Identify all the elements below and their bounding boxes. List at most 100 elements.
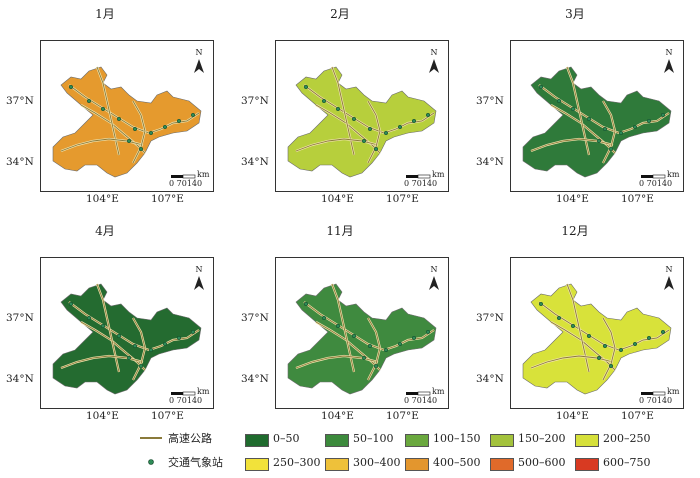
- scale-unit: km: [667, 387, 680, 396]
- scale-unit: km: [432, 170, 445, 179]
- highway-line-icon: [140, 437, 162, 439]
- legend-class-item: 0–50: [245, 432, 325, 447]
- highway-line: [550, 321, 616, 371]
- highway-line: [80, 104, 146, 154]
- longitude-tick-label: 107°E: [386, 410, 419, 422]
- north-arrow-icon: [194, 59, 204, 73]
- station-marker: [602, 343, 608, 349]
- legend-class-item: 250–300: [245, 456, 325, 471]
- station-marker: [190, 112, 196, 118]
- station-marker: [68, 301, 74, 307]
- highway-line: [367, 100, 381, 164]
- station-marker: [411, 335, 417, 341]
- latitude-tick-label: 37°N: [476, 95, 504, 107]
- station-marker: [397, 124, 403, 130]
- station-marker: [596, 138, 602, 144]
- scale-bar-light: [652, 174, 666, 179]
- scale-unit: km: [197, 387, 210, 396]
- station-marker: [632, 341, 638, 347]
- legend-highway: 高速公路: [140, 431, 300, 445]
- north-label: N: [665, 48, 673, 57]
- scale-bar-light: [417, 174, 431, 179]
- scale-bar-dark: [171, 175, 183, 178]
- legend-class-swatch: [405, 434, 429, 447]
- scale-unit: km: [432, 387, 445, 396]
- station-marker: [335, 106, 341, 112]
- longitude-tick-label: 107°E: [621, 193, 654, 205]
- legend-class-label: 400–500: [433, 456, 481, 469]
- scale-bar-dark: [641, 175, 653, 178]
- station-marker: [596, 355, 602, 361]
- highway-line: [367, 317, 381, 381]
- station-marker: [148, 130, 154, 136]
- station-marker: [190, 329, 196, 335]
- north-label: N: [665, 265, 673, 274]
- legend-station: 交通气象站: [140, 455, 300, 469]
- legend-class-swatch: [325, 458, 349, 471]
- north-arrow-icon: [429, 59, 439, 73]
- scale-bar-light: [182, 391, 196, 396]
- longitude-tick-label: 107°E: [151, 193, 184, 205]
- station-marker: [116, 116, 122, 122]
- station-marker: [383, 130, 389, 136]
- station-marker: [116, 333, 122, 339]
- legend-class-swatch: [325, 434, 349, 447]
- scale-labels: 0 70140: [404, 179, 438, 188]
- station-marker: [373, 363, 379, 369]
- latitude-tick-label: 34°N: [241, 373, 269, 385]
- north-arrow-icon: [194, 276, 204, 290]
- legend-class-item: 300–400: [325, 456, 405, 471]
- station-marker: [361, 138, 367, 144]
- north-arrow-icon: [429, 276, 439, 290]
- legend-class-label: 200–250: [603, 432, 651, 445]
- panel-title: 12月: [561, 224, 589, 238]
- longitude-tick-label: 104°E: [321, 410, 354, 422]
- station-marker: [86, 98, 92, 104]
- longitude-tick-label: 107°E: [386, 193, 419, 205]
- latitude-tick-label: 34°N: [476, 156, 504, 168]
- latitude-tick-label: 37°N: [6, 95, 34, 107]
- north-arrow-icon: [664, 276, 674, 290]
- longitude-tick-label: 104°E: [556, 193, 589, 205]
- station-marker: [303, 84, 309, 90]
- legend-class-item: 200–250: [575, 432, 655, 447]
- station-marker: [162, 124, 168, 130]
- north-label: N: [195, 265, 203, 274]
- scale-unit: km: [667, 170, 680, 179]
- station-marker: [538, 301, 544, 307]
- station-marker: [646, 335, 652, 341]
- longitude-tick-label: 104°E: [86, 193, 119, 205]
- scale-labels: 0 70140: [639, 179, 673, 188]
- latitude-tick-label: 34°N: [6, 156, 34, 168]
- legend-class-swatch: [245, 434, 269, 447]
- region-map: [287, 59, 439, 179]
- legend-class-item: 600–750: [575, 456, 655, 471]
- region-map: [522, 59, 674, 179]
- legend-class-swatch: [405, 458, 429, 471]
- station-marker: [556, 98, 562, 104]
- legend-class-swatch: [490, 434, 514, 447]
- highway-line: [315, 321, 381, 371]
- scale-bar-light: [182, 174, 196, 179]
- scale-bar-light: [417, 391, 431, 396]
- station-marker: [176, 335, 182, 341]
- station-marker: [126, 355, 132, 361]
- station-marker: [100, 323, 106, 329]
- legend-class-swatch: [490, 458, 514, 471]
- station-marker: [303, 301, 309, 307]
- station-marker: [367, 343, 373, 349]
- legend-class-item: 150–200: [490, 432, 570, 447]
- legend-class-item: 500–600: [490, 456, 570, 471]
- map-legend: 高速公路 交通气象站 0–50 50–100 100–150 150–200 200–2…: [0, 425, 700, 478]
- station-marker: [351, 333, 357, 339]
- legend-class-label: 250–300: [273, 456, 321, 469]
- panel-title: 3月: [565, 7, 585, 21]
- station-marker: [68, 84, 74, 90]
- longitude-tick-label: 107°E: [621, 410, 654, 422]
- station-marker: [373, 146, 379, 152]
